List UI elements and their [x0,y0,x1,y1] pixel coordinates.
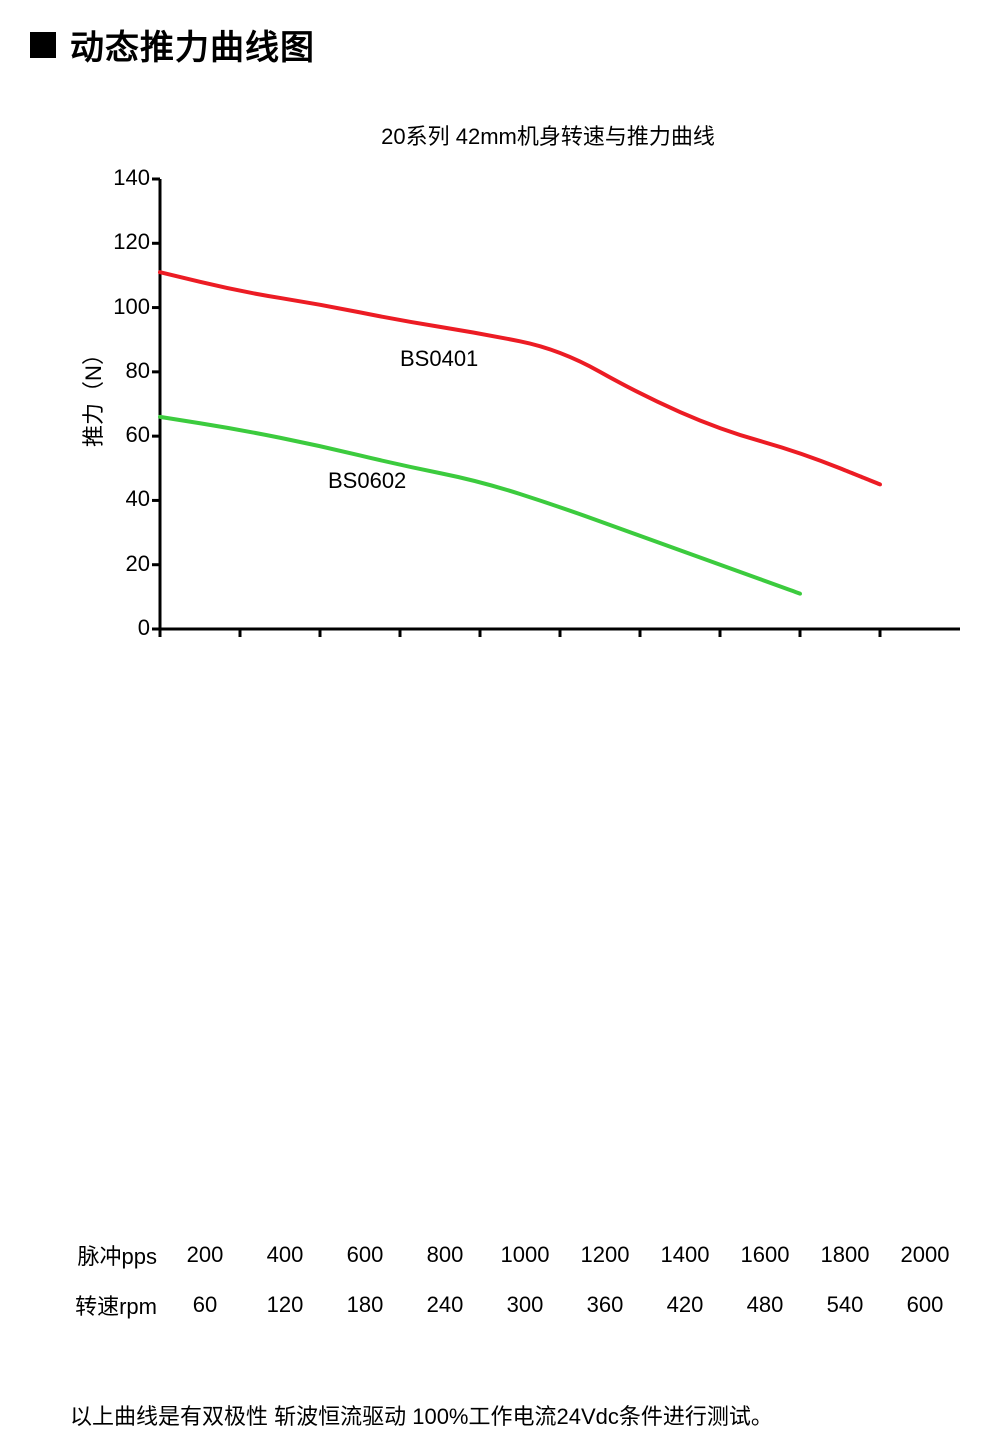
x-tick-label: 420 [645,1292,725,1318]
x-axis-row: 脉冲pps20040060080010001200140016001800200… [50,1239,966,1271]
series-label-bs0401: BS0401 [400,346,478,372]
x-tick-label: 1600 [725,1242,805,1268]
x-axis-rows: 脉冲pps20040060080010001200140016001800200… [50,1239,966,1321]
x-tick-label: 60 [165,1292,245,1318]
x-tick-label: 540 [805,1292,885,1318]
x-tick-label: 240 [405,1292,485,1318]
y-tick-label: 80 [100,358,150,384]
x-axis-row-label: 脉冲pps [50,1239,165,1271]
x-tick-label: 800 [405,1242,485,1268]
y-tick-label: 140 [100,165,150,191]
y-tick-label: 120 [100,229,150,255]
x-tick-label: 2000 [885,1242,965,1268]
x-tick-label: 200 [165,1242,245,1268]
x-tick-label: 480 [725,1292,805,1318]
x-axis-row: 转速rpm60120180240300360420480540600 [50,1289,966,1321]
y-tick-label: 20 [100,551,150,577]
x-tick-label: 120 [245,1292,325,1318]
x-tick-label: 360 [565,1292,645,1318]
y-tick-label: 60 [100,422,150,448]
x-axis-row-label: 转速rpm [50,1289,165,1321]
y-tick-label: 100 [100,294,150,320]
x-tick-label: 180 [325,1292,405,1318]
section-bullet [30,32,56,58]
x-tick-label: 1200 [565,1242,645,1268]
x-tick-label: 400 [245,1242,325,1268]
chart-area: 推力（N） 020406080100120140 BS0401BS0602 [50,179,970,699]
chart-title: 20系列 42mm机身转速与推力曲线 [30,119,966,151]
x-tick-label: 300 [485,1292,565,1318]
x-tick-label: 1800 [805,1242,885,1268]
series-label-bs0602: BS0602 [328,468,406,494]
x-tick-label: 600 [325,1242,405,1268]
x-tick-label: 1000 [485,1242,565,1268]
y-tick-label: 40 [100,486,150,512]
x-tick-label: 1400 [645,1242,725,1268]
y-tick-label: 0 [100,615,150,641]
x-tick-label: 600 [885,1292,965,1318]
chart-plot [160,179,960,629]
footnote: 以上曲线是有双极性 斩波恒流驱动 100%工作电流24Vdc条件进行测试。 [70,1399,966,1431]
page-title: 动态推力曲线图 [70,20,315,69]
